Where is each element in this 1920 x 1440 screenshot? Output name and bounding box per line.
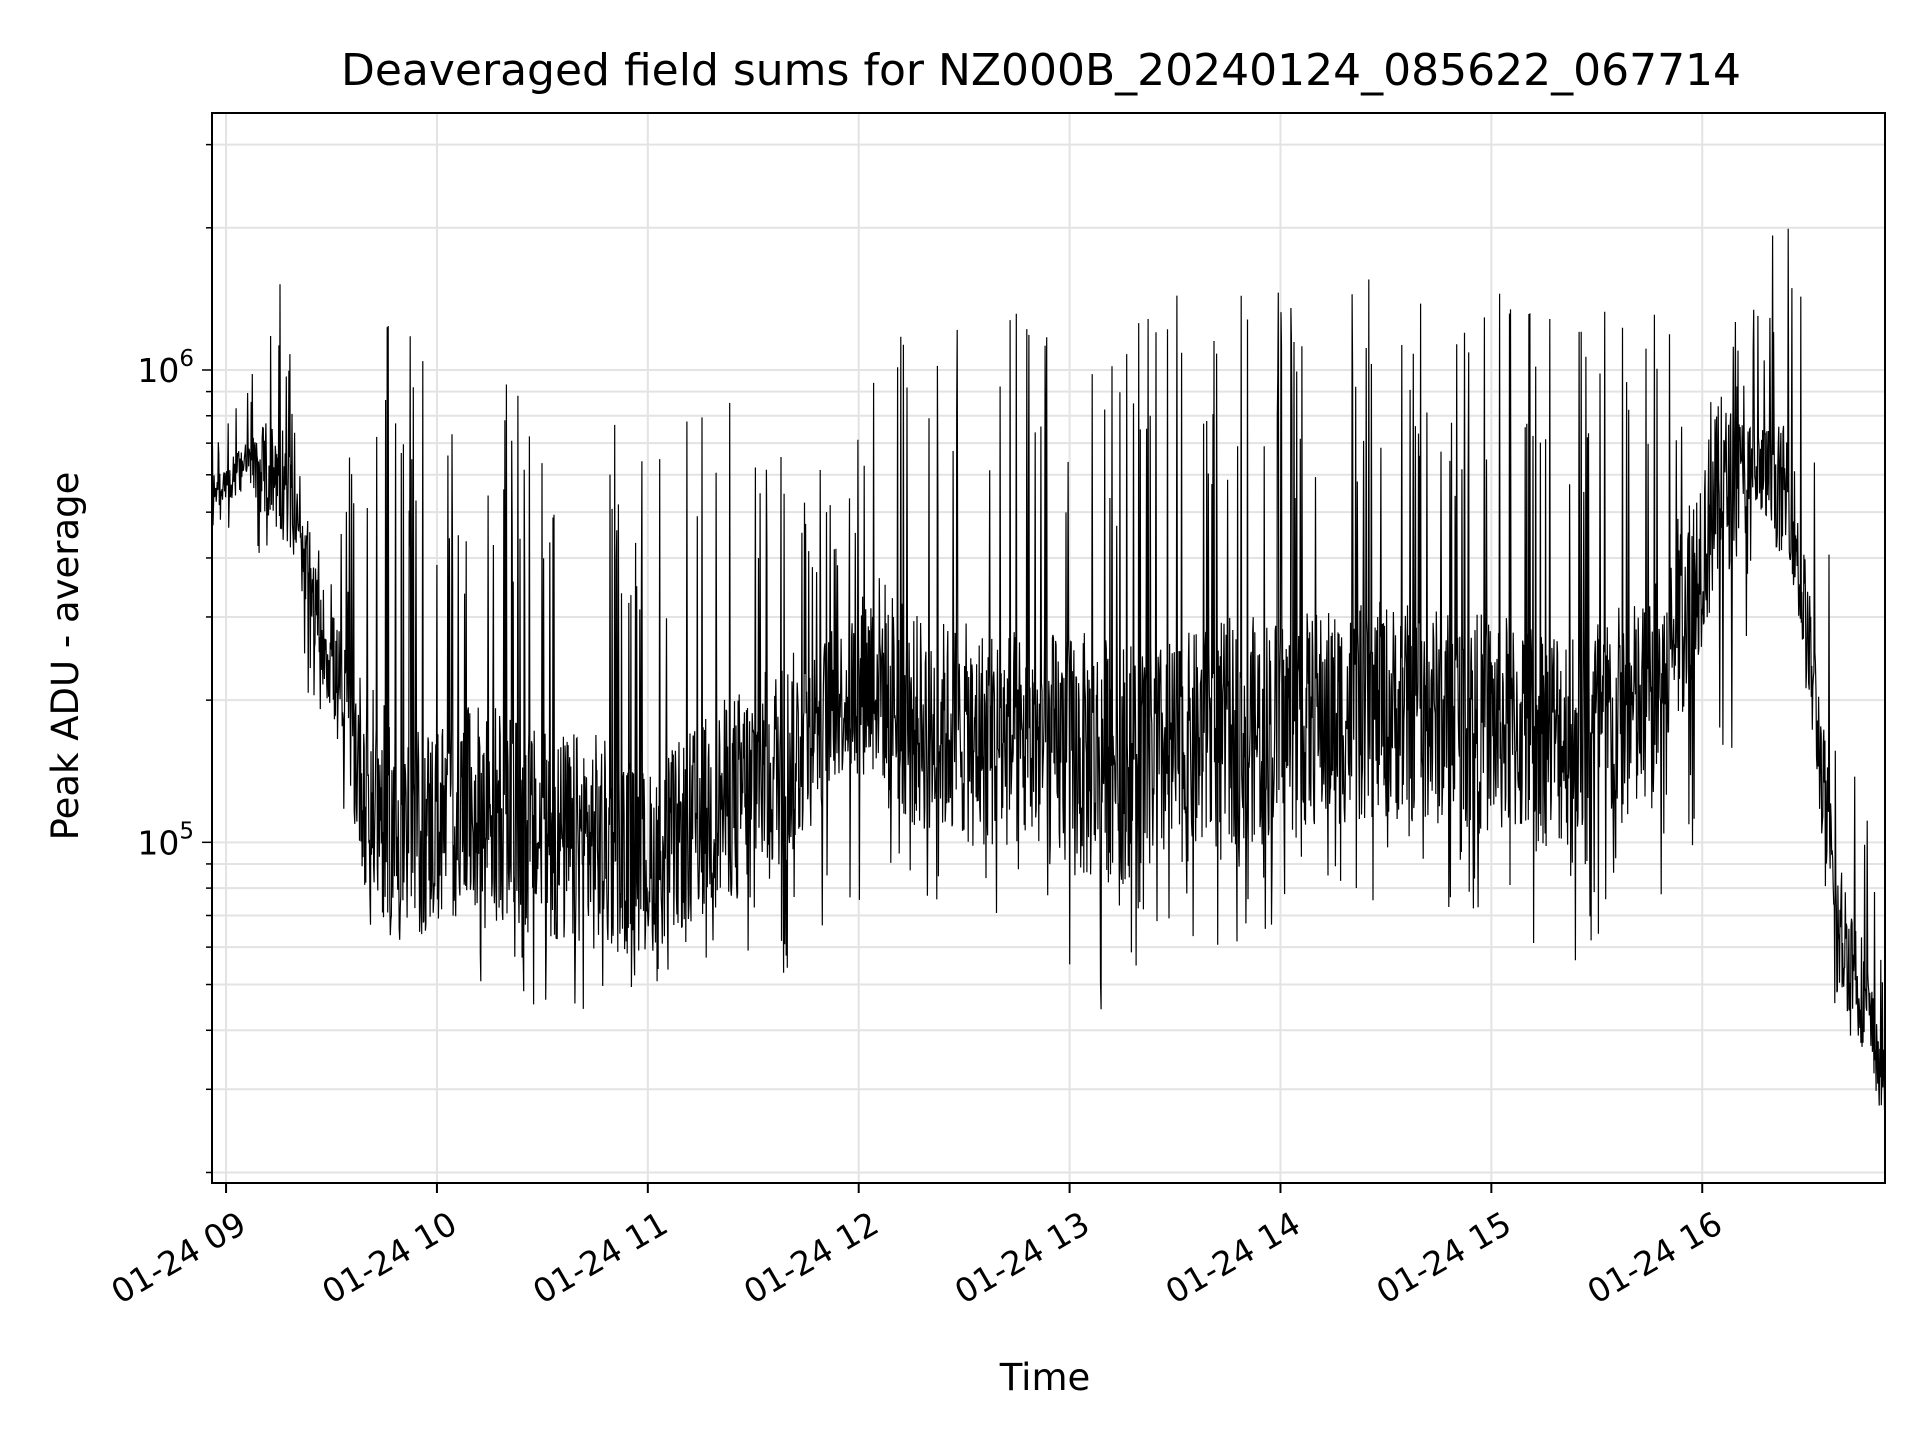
y-tick-exponent: 6: [179, 346, 194, 372]
grid-lines: [212, 113, 1885, 1183]
y-tick-base: 10: [137, 351, 179, 390]
y-tick-base: 10: [137, 823, 179, 862]
plot-frame: [211, 112, 1886, 1184]
x-axis-label: Time: [999, 1356, 1091, 1399]
y-tick-exponent: 5: [179, 818, 194, 844]
y-tick-label: 106: [137, 346, 194, 390]
series-line: [211, 228, 1886, 1111]
chart-title: Deaveraged field sums for NZ000B_2024012…: [341, 45, 1741, 96]
y-axis-label: Peak ADU - average: [44, 472, 87, 841]
y-tick-label: 105: [137, 818, 194, 862]
data-series: [211, 228, 1886, 1111]
